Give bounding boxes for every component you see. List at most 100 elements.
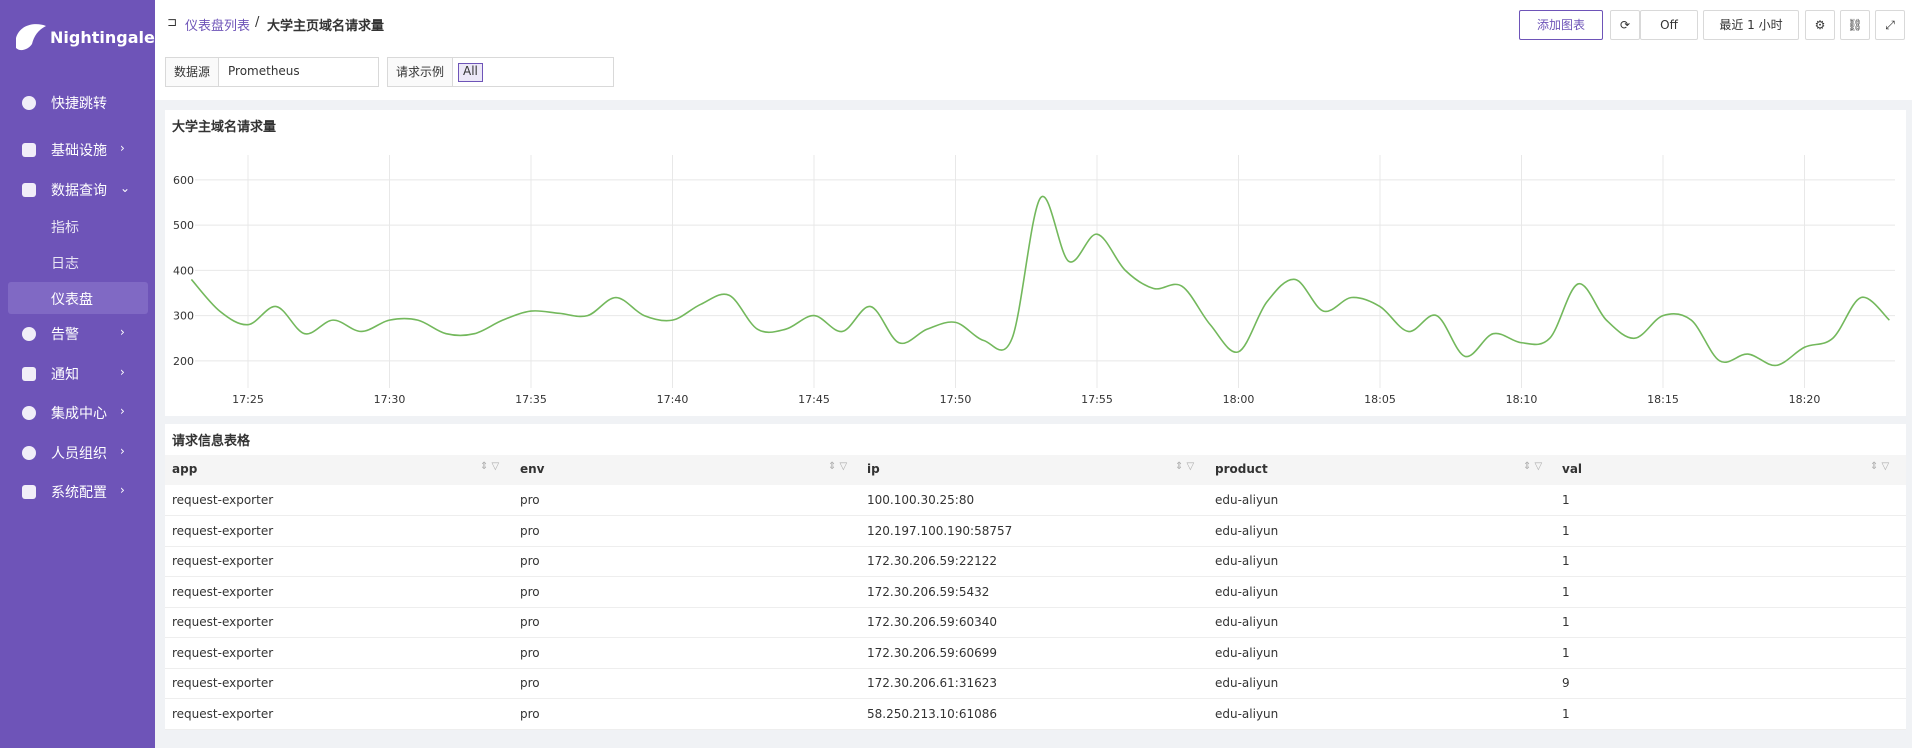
filter-label: 请求示例 [388,58,453,86]
arrow: › [120,404,125,418]
filter-value[interactable]: Prometheus [228,64,300,78]
table-cell: 120.197.100.190:58757 [867,523,1013,538]
y-tick-label: 300 [173,310,194,323]
column-header[interactable]: ip [867,462,880,476]
fullscreen-button[interactable]: ⤢ [1875,10,1905,40]
x-tick-label: 17:50 [940,393,972,406]
submenu-item[interactable]: 指标 [51,220,79,236]
table-cell: 1 [1562,584,1570,599]
menu-item[interactable]: 通知 [51,367,79,383]
column-header[interactable]: val [1562,462,1583,476]
back-icon[interactable]: ⊐ [167,15,178,29]
table-cell: request-exporter [172,676,274,690]
chart-title: 大学主域名请求量 [172,120,277,135]
chart: 200 300 400 500 600 17:25 17:30 17:35 17:40 17:45… [173,155,1895,406]
arrow: › [120,444,125,458]
menu-icon [22,485,36,499]
column-header[interactable]: env [520,462,545,476]
x-tick-label: 18:10 [1506,393,1538,406]
active-bg [8,282,148,314]
menu-icon [22,327,36,341]
row-border [165,576,1906,577]
x-tick-label: 18:20 [1789,393,1821,406]
breadcrumb-current[interactable]: 大学主页域名请求量 [267,19,385,34]
sort-filter-icon[interactable]: ⇕ ▽ [1175,461,1195,472]
menu-icon [22,367,36,381]
menu-icon [22,446,36,460]
menu-icon [22,143,36,157]
table-cell: edu-aliyun [1215,523,1279,538]
filter-tag[interactable]: All [458,63,483,82]
table-cell: request-exporter [172,493,274,507]
sort-filter-icon[interactable]: ⇕ ▽ [1870,461,1890,472]
menu-icon [22,183,36,197]
x-tick-label: 17:40 [657,393,689,406]
menu-item[interactable]: 数据查询 [51,183,107,199]
table-cell: request-exporter [172,523,274,538]
table-cell: pro [520,615,540,629]
table-cell: request-exporter [172,706,274,721]
table-cell: 9 [1562,676,1570,690]
table-cell: pro [520,676,540,690]
table-cell: request-exporter [172,554,274,568]
table-cell: pro [520,706,540,721]
y-tick-label: 500 [173,219,194,232]
x-tick-label: 18:15 [1647,393,1679,406]
table-cell: request-exporter [172,645,274,660]
y-tick-label: 400 [173,264,194,277]
table-cell: pro [520,493,540,507]
table-cell: edu-aliyun [1215,706,1279,721]
menu-item[interactable]: 快捷跳转 [51,96,107,112]
add-chart-button[interactable]: 添加图表 [1519,10,1603,40]
table: app ⇕ ▽ env ⇕ ▽ ip ⇕ ▽ product ⇕ ▽ val ⇕ ▽ request… [165,455,1906,730]
table-cell: 1 [1562,615,1570,629]
menu-item[interactable]: 集成中心 [51,406,107,422]
arrow: › [120,483,125,497]
sort-filter-icon[interactable]: ⇕ ▽ [1523,461,1543,472]
table-cell: 172.30.206.61:31623 [867,676,998,690]
table-cell: 1 [1562,554,1570,568]
table-cell: edu-aliyun [1215,554,1279,568]
column-header[interactable]: app [172,462,198,476]
logo-text: Nightingale [50,28,155,47]
x-tick-label: 17:30 [374,393,406,406]
header: ⊐ 仪表盘列表 / 大学主页域名请求量 添加图表 ⟳ Off 最近 1 小时 ⚙… [155,0,1912,100]
table-panel: 请求信息表格 app ⇕ ▽ env ⇕ ▽ ip ⇕ ▽ product ⇕ ▽ val ⇕ ▽… [165,424,1906,730]
menu-item[interactable]: 人员组织 [51,446,107,462]
row-border [165,637,1906,638]
y-tick-label: 200 [173,355,194,368]
link-button[interactable]: ⛓ [1840,10,1870,40]
sort-filter-icon[interactable]: ⇕ ▽ [828,461,848,472]
sort-filter-icon[interactable]: ⇕ ▽ [480,461,500,472]
table-cell: 172.30.206.59:60699 [867,645,998,660]
table-cell: 172.30.206.59:22122 [867,554,998,568]
filter-box[interactable] [165,57,379,87]
x-tick-label: 17:45 [798,393,830,406]
submenu-item[interactable]: 日志 [51,256,79,272]
table-cell: 1 [1562,523,1570,538]
arrow: ⌄ [120,181,131,195]
table-cell: edu-aliyun [1215,493,1279,507]
menu-item[interactable]: 基础设施 [51,143,107,159]
table-cell: 1 [1562,645,1570,660]
row-border [165,545,1906,547]
table-title: 请求信息表格 [172,434,251,449]
filter-box[interactable] [387,57,614,87]
range-select[interactable]: 最近 1 小时 [1703,10,1799,40]
row-border [165,606,1906,608]
table-cell: 1 [1562,706,1570,721]
table-cell: edu-aliyun [1215,645,1279,660]
table-cell: 100.100.30.25:80 [867,493,975,507]
submenu-item[interactable]: 仪表盘 [51,292,93,308]
refresh-button[interactable]: ⟳ [1610,10,1640,40]
table-cell: edu-aliyun [1215,676,1279,690]
chart-panel: 大学主域名请求量 200 300 400 500 600 17:25 17:30 17:35 1… [165,110,1906,416]
breadcrumb-link[interactable]: 仪表盘列表 [185,19,251,34]
x-tick-label: 17:35 [515,393,547,406]
column-header[interactable]: product [1215,462,1268,476]
refresh-select[interactable]: Off [1640,10,1698,40]
settings-button[interactable]: ⚙ [1805,10,1835,40]
menu-item[interactable]: 告警 [51,327,79,343]
menu-item[interactable]: 系统配置 [51,485,107,501]
